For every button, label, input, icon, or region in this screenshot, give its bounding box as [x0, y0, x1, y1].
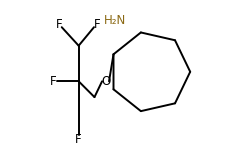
Text: O: O [101, 75, 110, 88]
Text: H₂N: H₂N [104, 14, 126, 27]
Text: F: F [50, 75, 57, 88]
Text: F: F [94, 18, 100, 31]
Text: F: F [75, 133, 82, 146]
Text: F: F [55, 18, 62, 31]
